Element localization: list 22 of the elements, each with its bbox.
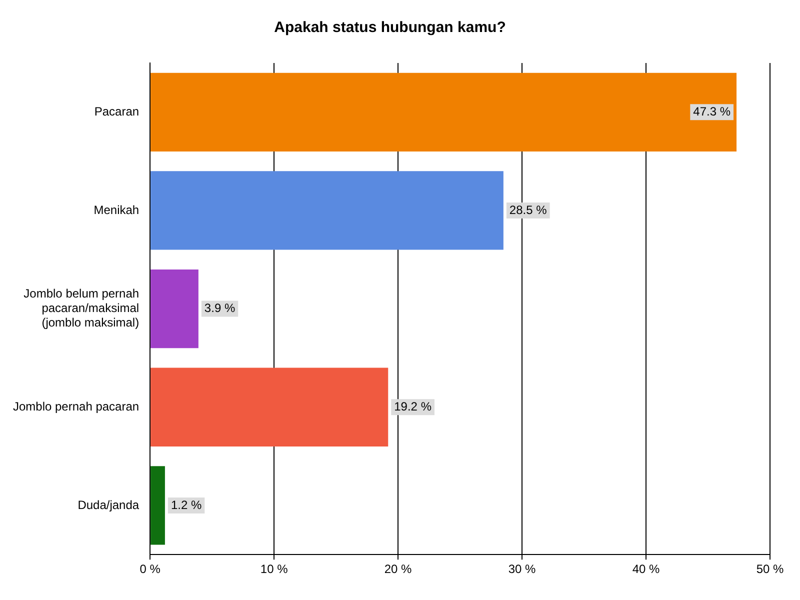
bar xyxy=(150,466,165,545)
data-label: 19.2 % xyxy=(394,399,432,414)
y-tick-label: Pacaran xyxy=(94,104,140,118)
x-tick-label: 10 % xyxy=(260,562,288,576)
y-tick-label: Jomblo belum pernah pacaran/maksimal (jomblo maksimal) xyxy=(24,286,140,330)
x-tick-label: 50 % xyxy=(756,562,784,576)
bar xyxy=(150,72,737,152)
y-tick-label: Duda/janda xyxy=(78,498,140,512)
x-tick-label: 30 % xyxy=(508,562,536,576)
x-tick-label: 0 % xyxy=(140,562,161,576)
bar xyxy=(150,171,504,250)
data-label: 1.2 % xyxy=(170,498,202,512)
y-tick-label: Menikah xyxy=(94,202,140,217)
data-label: 28.5 % xyxy=(509,202,548,217)
data-label: 47.3 % xyxy=(693,104,731,118)
bar xyxy=(150,368,388,446)
y-tick-label: Jomblo pernah pacaran xyxy=(12,399,140,414)
x-tick-label: 40 % xyxy=(632,562,660,576)
data-label: 3.9 % xyxy=(204,301,236,316)
x-tick-label: 20 % xyxy=(384,562,412,576)
bar xyxy=(150,269,198,348)
chart-title: Apakah status hubungan kamu? xyxy=(274,19,506,36)
